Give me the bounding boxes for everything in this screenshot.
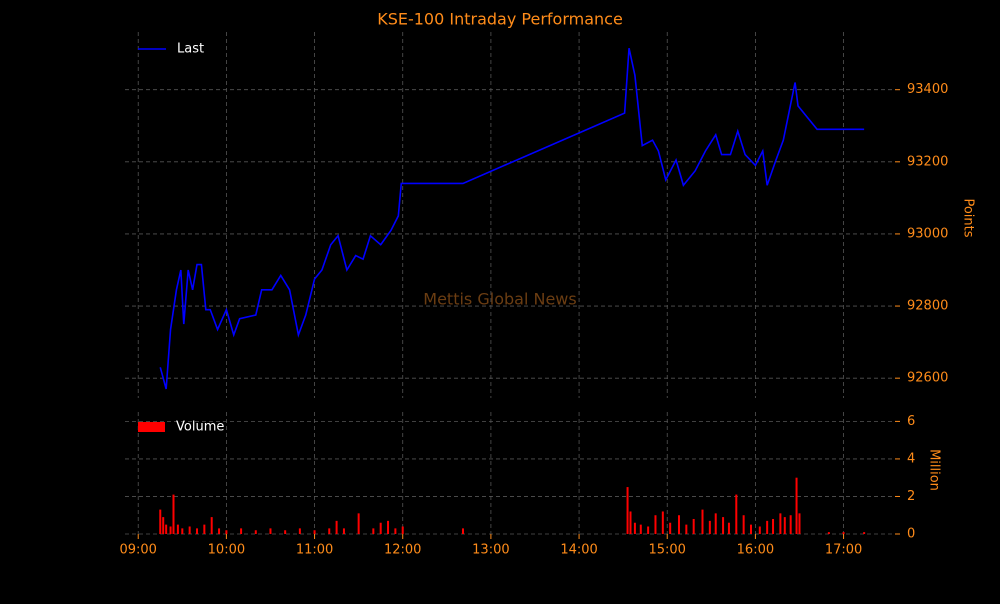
y-axis-label: Points xyxy=(961,198,976,237)
volume-bar xyxy=(313,530,316,534)
x-tick-label: 16:00 xyxy=(737,543,774,558)
y-tick-label: 92600 xyxy=(907,371,948,386)
x-tick-label: 17:00 xyxy=(825,543,862,558)
volume-bar xyxy=(708,520,711,534)
volume-bar xyxy=(722,517,725,534)
volume-bar xyxy=(772,518,775,534)
volume-bar xyxy=(225,530,228,534)
volume-bar xyxy=(798,513,801,534)
volume-bar xyxy=(372,528,375,534)
volume-bar xyxy=(685,524,688,534)
watermark: Mettis Global News xyxy=(423,290,576,309)
y-tick-label: 4 xyxy=(907,451,915,466)
volume-bar xyxy=(342,528,345,534)
volume-bar xyxy=(795,477,798,534)
y-tick-label: 0 xyxy=(907,527,915,542)
volume-bar xyxy=(196,528,199,534)
volume-bar xyxy=(203,524,206,534)
volume-bar xyxy=(379,522,382,534)
volume-bar xyxy=(188,526,191,534)
volume-bar xyxy=(758,526,761,534)
volume-bar xyxy=(647,526,650,534)
volume-bar xyxy=(162,517,165,534)
volume-bar xyxy=(210,517,213,534)
volume-bar xyxy=(863,532,866,534)
volume-bar xyxy=(714,513,717,534)
volume-bar xyxy=(633,522,636,534)
legend-label: Last xyxy=(177,42,204,57)
volume-bar xyxy=(169,526,172,534)
volume-bar xyxy=(827,532,830,534)
legend-swatch xyxy=(138,422,165,432)
volume-bar xyxy=(176,524,179,534)
volume-bar xyxy=(165,524,168,534)
volume-bar xyxy=(654,515,657,534)
x-tick-label: 09:00 xyxy=(119,543,156,558)
volume-bar xyxy=(677,515,680,534)
y-tick-label: 93200 xyxy=(907,154,948,169)
x-tick-label: 11:00 xyxy=(296,543,333,558)
y-tick-label: 92800 xyxy=(907,299,948,314)
volume-bar xyxy=(218,528,221,534)
x-tick-label: 10:00 xyxy=(208,543,245,558)
volume-bar xyxy=(328,528,331,534)
volume-bar xyxy=(766,520,769,534)
volume-bar xyxy=(742,515,745,534)
legend-label: Volume xyxy=(176,420,224,435)
y-tick-label: 93400 xyxy=(907,82,948,97)
volume-bar xyxy=(661,511,664,534)
volume-bar xyxy=(779,513,782,534)
x-tick-label: 12:00 xyxy=(384,543,421,558)
volume-bar xyxy=(629,511,632,534)
volume-bar xyxy=(254,530,257,534)
y-tick-label: 6 xyxy=(907,414,915,429)
y-tick-label: 93000 xyxy=(907,226,948,241)
volume-bar xyxy=(735,494,738,534)
volume-bar xyxy=(394,528,397,534)
volume-bar xyxy=(461,528,464,534)
volume-bar xyxy=(387,520,390,534)
volume-bar xyxy=(842,532,845,534)
volume-bar xyxy=(701,509,704,534)
volume-bar xyxy=(159,509,162,534)
x-tick-label: 13:00 xyxy=(472,543,509,558)
volume-bar xyxy=(240,528,243,534)
volume-bar xyxy=(727,522,730,534)
x-tick-label: 15:00 xyxy=(648,543,685,558)
volume-bar xyxy=(269,528,272,534)
volume-bar xyxy=(335,520,338,534)
volume-bar xyxy=(284,530,287,534)
volume-bar xyxy=(783,517,786,534)
price-line xyxy=(159,48,865,390)
chart-title: KSE-100 Intraday Performance xyxy=(377,10,623,29)
volume-bar xyxy=(789,515,792,534)
volume-bar xyxy=(298,528,301,534)
volume-bar xyxy=(669,522,672,534)
y-tick-label: 2 xyxy=(907,489,915,504)
volume-bar xyxy=(639,524,642,534)
volume-bar xyxy=(749,524,752,534)
volume-bar xyxy=(626,487,629,534)
x-tick-label: 14:00 xyxy=(560,543,597,558)
volume-bar xyxy=(172,494,175,534)
volume-bar xyxy=(401,526,404,534)
volume-bar xyxy=(692,518,695,534)
volume-bar xyxy=(181,528,184,534)
volume-bar xyxy=(357,513,360,534)
y2-axis-label: Million xyxy=(927,449,942,491)
